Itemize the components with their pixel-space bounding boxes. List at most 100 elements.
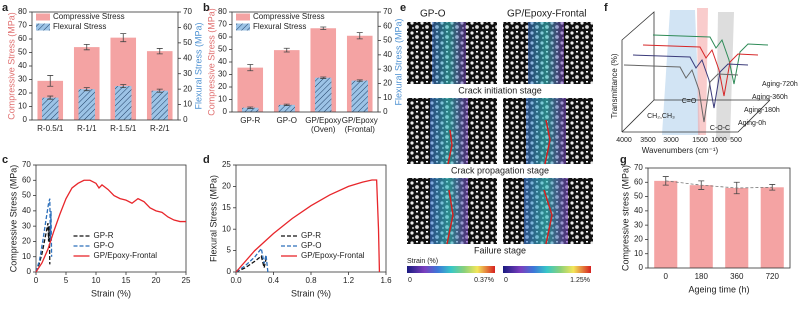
y-tick-label: 80 bbox=[218, 7, 227, 16]
y-tick-label: 50 bbox=[183, 38, 192, 47]
x-tick-label: 0.0 bbox=[230, 276, 242, 285]
y-axis-title: Compressive Stress (MPa) bbox=[6, 12, 16, 120]
x-tick-label: 1.2 bbox=[343, 276, 355, 285]
x-tick-label: 180 bbox=[695, 272, 709, 281]
annotation: C-O-C bbox=[710, 125, 730, 132]
plot-frame bbox=[647, 167, 791, 269]
error-bar bbox=[47, 95, 54, 100]
x-tick-label: 1500 bbox=[692, 137, 708, 144]
colorbar bbox=[407, 266, 495, 273]
x-tick-label: 20 bbox=[152, 276, 161, 285]
panel-label: b bbox=[203, 2, 210, 14]
y-tick-label: 40 bbox=[634, 206, 643, 215]
legend-swatch bbox=[236, 23, 250, 31]
x-tick-label: 0 bbox=[664, 272, 669, 281]
highlight-band bbox=[697, 8, 708, 135]
x-tick-label: 500 bbox=[730, 137, 742, 144]
x-tick-label: R-1.5/1 bbox=[110, 124, 137, 133]
error-bar bbox=[83, 87, 90, 92]
bar bbox=[689, 185, 713, 268]
colorbar-min: 0 bbox=[504, 277, 508, 284]
line bbox=[35, 222, 51, 273]
line bbox=[235, 179, 381, 273]
strain-field bbox=[524, 178, 568, 244]
colorbar-max: 1.25% bbox=[570, 277, 590, 284]
x-tick-label: 720 bbox=[766, 272, 780, 281]
y-tick-label: 70 bbox=[218, 20, 227, 29]
y-axis-title: Transmittance (%) bbox=[610, 53, 619, 118]
y-tick-label: 60 bbox=[183, 23, 192, 32]
y-axis-title: Compressive stress (MPa) bbox=[620, 165, 630, 271]
y-tick-label: 5 bbox=[226, 246, 231, 255]
y-tick-label: 10 bbox=[383, 93, 392, 102]
y-tick-label: 25 bbox=[222, 160, 231, 169]
y-tick-label: 10 bbox=[183, 100, 192, 109]
bar-hatch bbox=[242, 107, 259, 112]
x-tick-label: 1000 bbox=[711, 137, 727, 144]
x-tick-label: 0 bbox=[34, 276, 39, 285]
crack bbox=[446, 119, 553, 245]
error-bar bbox=[356, 79, 363, 82]
y-tick-label: 60 bbox=[18, 34, 27, 43]
error-bar bbox=[156, 88, 163, 93]
y-axis-title: Flexural Stress (MPa) bbox=[193, 22, 203, 109]
x-tick-label: 4000 bbox=[616, 137, 632, 144]
y-tick-label: 0 bbox=[638, 263, 643, 272]
y-axis-title: Flexural Stress (MPa) bbox=[208, 175, 218, 262]
legend-label: GP-O bbox=[301, 241, 321, 250]
stage-label: Crack initiation stage bbox=[458, 85, 542, 95]
series-label: Aging-180h bbox=[744, 107, 780, 114]
y-tick-label: 10 bbox=[634, 249, 643, 258]
series-label: Aging-360h bbox=[752, 94, 788, 101]
y-axis-title: Compressive Stress (MPa) bbox=[8, 165, 18, 273]
y-tick-label: 40 bbox=[22, 206, 31, 215]
bar-hatch bbox=[151, 90, 168, 120]
y-tick-label: 40 bbox=[218, 57, 227, 66]
axes-3d bbox=[621, 11, 771, 133]
x-tick-label: 360 bbox=[730, 272, 744, 281]
legend-label: GP-R bbox=[301, 231, 321, 240]
legend-label: GP-R bbox=[94, 231, 114, 240]
line bbox=[235, 255, 267, 273]
panel-label: a bbox=[2, 2, 9, 14]
legend-label: Compressive Stress bbox=[53, 12, 125, 21]
x-tick-label: 15 bbox=[122, 276, 131, 285]
x-tick-label: R-2/1 bbox=[150, 124, 170, 133]
x-tick-label: 3500 bbox=[640, 137, 656, 144]
x-tick-label: 0.4 bbox=[268, 276, 280, 285]
y-tick-label: 0 bbox=[22, 115, 27, 124]
y-tick-label: 20 bbox=[222, 182, 231, 191]
y-tick-label: 50 bbox=[218, 45, 227, 54]
y-tick-label: 0 bbox=[222, 107, 227, 116]
panel-label: g bbox=[620, 154, 627, 166]
y-tick-label: 20 bbox=[218, 82, 227, 91]
bar-hatch bbox=[115, 86, 132, 120]
x-tick-label: R-0.5/1 bbox=[37, 124, 64, 133]
y-tick-label: 30 bbox=[383, 64, 392, 73]
x-tick-label: GP/Epoxy (Oven) bbox=[305, 116, 341, 134]
x-tick-label: GP-O bbox=[277, 116, 297, 125]
stage-label: Failure stage bbox=[474, 245, 526, 255]
y-tick-label: 0 bbox=[383, 107, 388, 116]
legend-label: Flexural Stress bbox=[53, 22, 106, 31]
x-tick-label: R-1/1 bbox=[77, 124, 97, 133]
strain-field bbox=[526, 98, 566, 164]
colorbar-title: Strain (%) bbox=[407, 258, 438, 265]
spectrum bbox=[623, 64, 739, 123]
panel-f: f Transmittance (%) 4000 3500 3000 1500 … bbox=[604, 2, 798, 155]
error-bar bbox=[247, 64, 254, 72]
y-tick-label: 20 bbox=[183, 84, 192, 93]
legend-swatch bbox=[36, 13, 50, 21]
y-tick-label: 60 bbox=[218, 32, 227, 41]
error-bar bbox=[247, 106, 254, 109]
y-tick-label: 20 bbox=[18, 88, 27, 97]
bar bbox=[725, 188, 749, 268]
bar-hatch bbox=[78, 89, 95, 120]
x-axis-title: Wavenumbers (cm⁻¹) bbox=[642, 146, 719, 155]
x-tick-label: GP/Epoxy (Frontal) bbox=[342, 116, 378, 134]
line bbox=[35, 179, 186, 273]
stage-label: Crack propagation stage bbox=[451, 165, 549, 175]
series-label: Aging-0h bbox=[738, 120, 766, 127]
y-tick-label: 70 bbox=[22, 160, 31, 169]
